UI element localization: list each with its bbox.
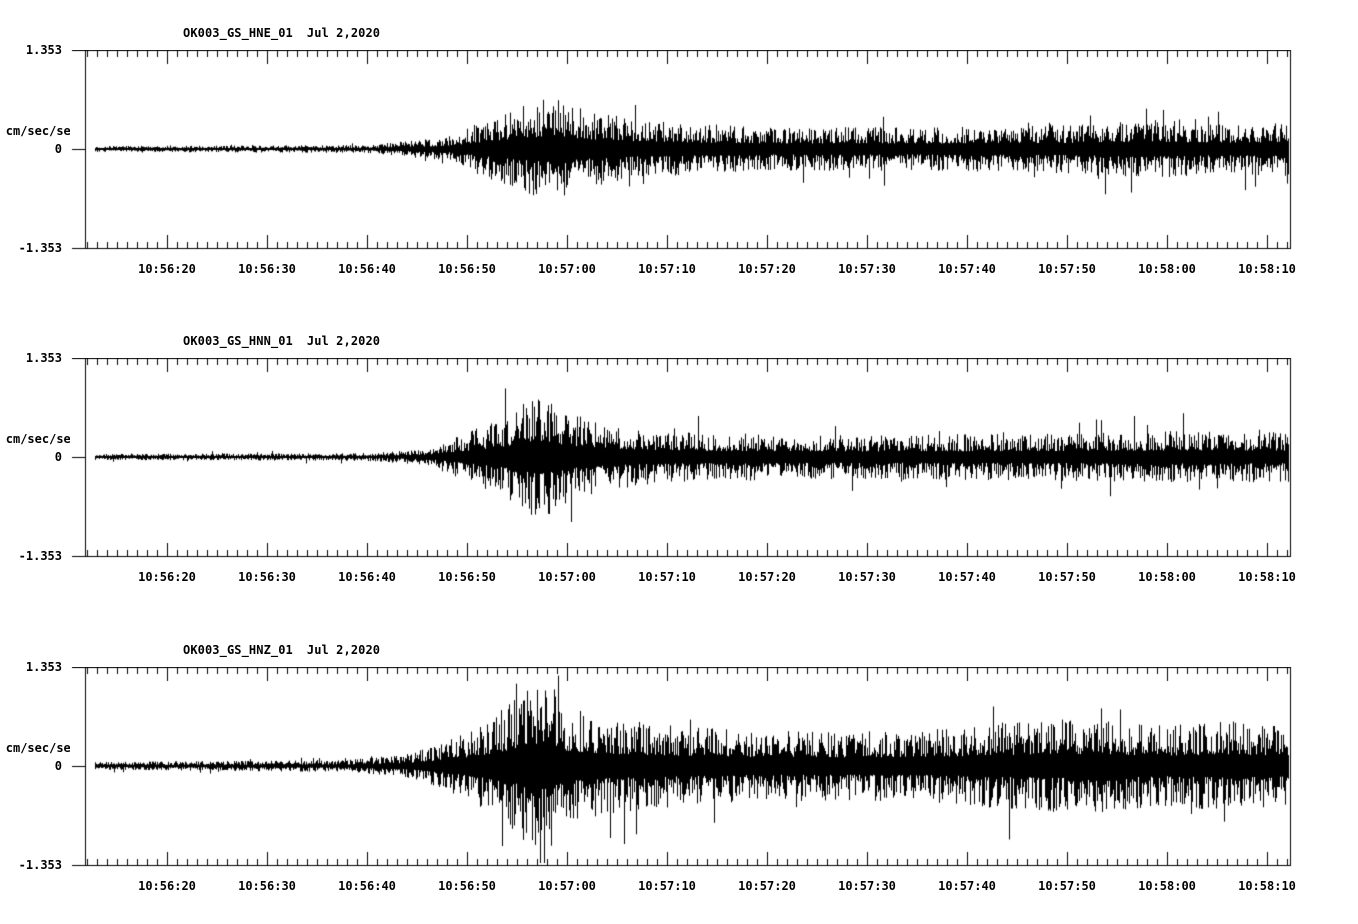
x-tick-label: 10:57:30 xyxy=(838,262,896,276)
x-tick-label: 10:58:10 xyxy=(1238,879,1296,893)
x-axis-labels: 10:56:20 10:56:30 10:56:40 10:56:50 10:57:00… xyxy=(0,569,1358,586)
y-tick-label-max: 1.353 xyxy=(25,660,62,674)
y-axis-unit-label: cm/sec/sec xyxy=(5,432,78,446)
waveform-canvas-hnz xyxy=(70,667,1292,867)
channel-name: OK003_GS_HNZ_01 xyxy=(183,643,293,657)
x-tick-label: 10:57:10 xyxy=(638,879,696,893)
x-tick-label: 10:57:40 xyxy=(938,262,996,276)
x-tick-label: 10:57:30 xyxy=(838,879,896,893)
x-tick-label: 10:56:20 xyxy=(138,879,196,893)
x-tick-label: 10:57:20 xyxy=(738,879,796,893)
channel-name: OK003_GS_HNN_01 xyxy=(183,334,293,348)
x-tick-label: 10:57:50 xyxy=(1038,570,1096,584)
x-tick-label: 10:57:00 xyxy=(538,570,596,584)
y-tick-label-min: -1.353 xyxy=(18,858,62,872)
x-tick-label: 10:58:00 xyxy=(1138,879,1196,893)
x-tick-label: 10:57:50 xyxy=(1038,262,1096,276)
x-tick-label: 10:57:10 xyxy=(638,570,696,584)
x-tick-label: 10:56:50 xyxy=(438,262,496,276)
x-tick-label: 10:57:20 xyxy=(738,570,796,584)
y-tick-label-max: 1.353 xyxy=(25,351,62,365)
y-tick-label-min: -1.353 xyxy=(18,241,62,255)
record-date: Jul 2,2020 xyxy=(306,26,381,40)
x-axis-labels: 10:56:20 10:56:30 10:56:40 10:56:50 10:57:00… xyxy=(0,261,1358,278)
x-tick-label: 10:58:10 xyxy=(1238,570,1296,584)
x-tick-label: 10:56:40 xyxy=(338,570,396,584)
record-date: Jul 2,2020 xyxy=(306,643,381,657)
panel-title-hnz: OK003_GS_HNZ_01 Jul 2,2020 xyxy=(183,643,380,657)
panel-hnn: OK003_GS_HNN_01 Jul 2,2020 1.353 cm/sec/s… xyxy=(0,330,1358,586)
record-date: Jul 2,2020 xyxy=(306,334,381,348)
x-tick-label: 10:57:10 xyxy=(638,262,696,276)
x-tick-label: 10:58:00 xyxy=(1138,570,1196,584)
x-tick-label: 10:56:40 xyxy=(338,879,396,893)
x-tick-label: 10:58:10 xyxy=(1238,262,1296,276)
x-tick-label: 10:57:00 xyxy=(538,262,596,276)
y-tick-label-max: 1.353 xyxy=(25,43,62,57)
x-tick-label: 10:56:50 xyxy=(438,570,496,584)
y-tick-label-min: -1.353 xyxy=(18,549,62,563)
x-tick-label: 10:57:40 xyxy=(938,570,996,584)
panel-hne: OK003_GS_HNE_01 Jul 2,2020 1.353 cm/sec/s… xyxy=(0,22,1358,278)
panel-hnz: OK003_GS_HNZ_01 Jul 2,2020 1.353 cm/sec/s… xyxy=(0,639,1358,895)
channel-name: OK003_GS_HNE_01 xyxy=(183,26,293,40)
y-axis-unit-label: cm/sec/sec xyxy=(5,124,78,138)
x-tick-label: 10:56:50 xyxy=(438,879,496,893)
x-tick-label: 10:56:20 xyxy=(138,570,196,584)
x-tick-label: 10:57:30 xyxy=(838,570,896,584)
panel-title-hnn: OK003_GS_HNN_01 Jul 2,2020 xyxy=(183,334,380,348)
x-tick-label: 10:57:20 xyxy=(738,262,796,276)
y-tick-label-zero: 0 xyxy=(54,450,62,464)
x-tick-label: 10:57:40 xyxy=(938,879,996,893)
waveform-canvas-hne xyxy=(70,50,1292,250)
y-axis-unit-label: cm/sec/sec xyxy=(5,741,78,755)
panel-title-hne: OK003_GS_HNE_01 Jul 2,2020 xyxy=(183,26,380,40)
x-axis-labels: 10:56:20 10:56:30 10:56:40 10:56:50 10:57:00… xyxy=(0,878,1358,895)
x-tick-label: 10:56:30 xyxy=(238,570,296,584)
x-tick-label: 10:56:30 xyxy=(238,879,296,893)
x-tick-label: 10:56:40 xyxy=(338,262,396,276)
y-tick-label-zero: 0 xyxy=(54,142,62,156)
waveform-canvas-hnn xyxy=(70,358,1292,558)
x-tick-label: 10:56:30 xyxy=(238,262,296,276)
x-tick-label: 10:57:00 xyxy=(538,879,596,893)
x-tick-label: 10:57:50 xyxy=(1038,879,1096,893)
x-tick-label: 10:58:00 xyxy=(1138,262,1196,276)
y-tick-label-zero: 0 xyxy=(54,759,62,773)
x-tick-label: 10:56:20 xyxy=(138,262,196,276)
